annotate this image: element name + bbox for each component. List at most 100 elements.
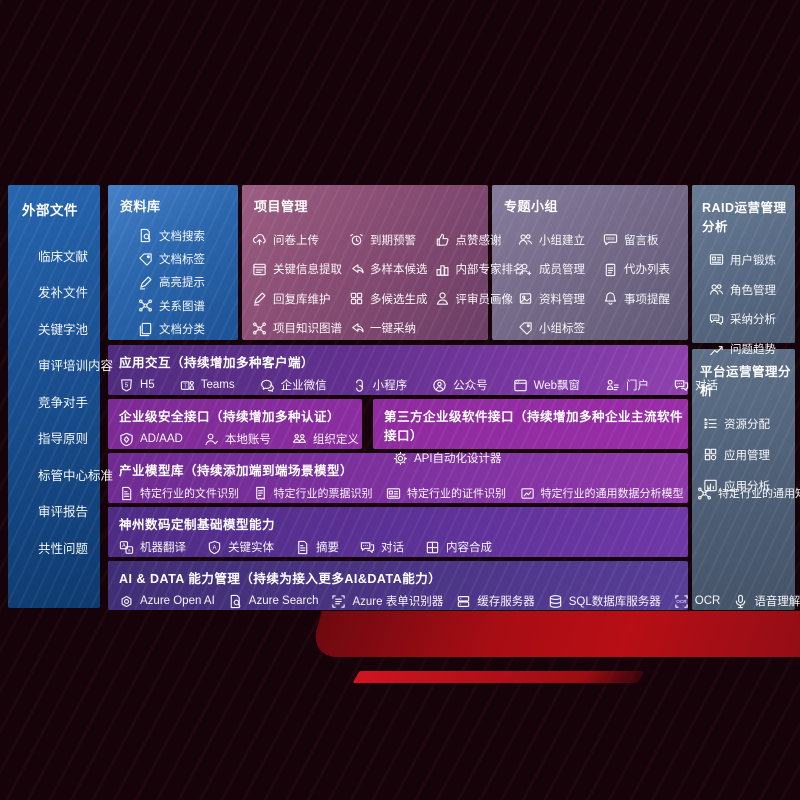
- feature-label: 内部专家排名: [455, 264, 525, 277]
- extract-icon: [252, 262, 267, 277]
- feature-label: 公众号: [453, 380, 488, 392]
- alarm-icon: [349, 232, 364, 247]
- panel-title: RAID运营管理分析: [702, 201, 787, 234]
- feature-label: 关系图谱: [159, 300, 205, 313]
- svg-text:T: T: [183, 383, 187, 389]
- content-compose-icon: [425, 540, 440, 555]
- feature-item: 评审员画像: [435, 284, 525, 314]
- feature-item: 特定行业的文件识别: [119, 485, 239, 501]
- panel-title: 产业模型库（持续添加端到端场景模型）: [119, 464, 354, 478]
- feature-item: 门户: [605, 377, 649, 393]
- feature-label: 资料管理: [539, 293, 585, 306]
- platform-items: 资源分配 应用管理 应用分析: [692, 408, 795, 501]
- feature-item: 发补文件: [8, 274, 100, 311]
- feature-item: 问题趋势: [692, 334, 795, 364]
- feature-item: 竞争对手: [8, 383, 100, 420]
- feature-item: 内部专家排名: [435, 255, 525, 285]
- bell-icon: [603, 291, 618, 306]
- feature-label: 审评报告: [38, 505, 89, 520]
- feature-item: 缓存服务器: [456, 593, 535, 609]
- security-items: AD/AAD 本地账号 组织定义: [108, 425, 362, 447]
- reply-arrow-icon: [349, 262, 364, 277]
- panel-security-interface: 企业级安全接口（持续增加多种认证） AD/AAD 本地账号 组织定义: [108, 399, 362, 449]
- feature-label: API自动化设计器: [414, 453, 502, 465]
- feature-item: 小组标签: [518, 314, 585, 344]
- feature-label: 缓存服务器: [477, 596, 535, 608]
- id-card-icon: [709, 252, 724, 267]
- file-recognition-icon: [119, 486, 134, 501]
- panel-topic-groups: 专题小组 小组建立 成员管理 资料管理 小组标签 BBS 留言板 代办列表 事项提醒: [492, 185, 688, 340]
- feature-label: 特定行业的证件识别: [407, 488, 506, 500]
- feature-label: 竞争对手: [38, 395, 89, 410]
- feature-item: 审评培训内容: [8, 347, 113, 384]
- teams-icon: T: [180, 378, 195, 393]
- feature-label: Web飘窗: [533, 380, 581, 392]
- panel-thirdparty-interface: 第三方企业级软件接口（持续增加多种企业主流软件接口） API自动化设计器: [373, 399, 688, 465]
- panel-title: AI & DATA 能力管理（持续为接入更多AI&DATA能力）: [119, 572, 442, 586]
- feature-label: 指导原则: [38, 432, 89, 447]
- svg-text:A: A: [212, 544, 217, 551]
- feature-label: 代办列表: [624, 264, 670, 277]
- feature-label: 资源分配: [724, 418, 770, 431]
- list-settings-icon: [703, 416, 718, 431]
- feature-item: 资源分配: [692, 408, 795, 439]
- wechat-work-icon: [260, 378, 275, 393]
- feature-item: 摘要: [295, 539, 339, 555]
- svg-text:OCR: OCR: [676, 599, 687, 604]
- feature-label: 标管中心标准: [38, 468, 114, 483]
- interaction-items: 5 H5 T Teams 企业微信 小程序 公众号 Web飘窗 门户 对话: [108, 371, 718, 393]
- feature-label: 留言板: [624, 234, 659, 247]
- feature-item: 项目知识图谱: [252, 314, 342, 344]
- ocr-icon: OCR: [674, 594, 689, 609]
- chat-analysis-icon: QA: [709, 312, 724, 327]
- feature-label: Azure 表单识别器: [352, 596, 444, 608]
- feature-label: 问题趋势: [730, 344, 776, 357]
- tag-icon: [518, 321, 533, 336]
- feature-label: 角色管理: [730, 284, 776, 297]
- feature-label: 摘要: [316, 542, 339, 554]
- form-recognizer-icon: [331, 594, 346, 609]
- entity-shield-icon: A: [207, 540, 222, 555]
- feature-item: Web飘窗: [513, 377, 580, 393]
- feature-label: 评审员画像: [455, 293, 514, 306]
- feature-label: 回复库维护: [273, 293, 331, 306]
- feature-label: 应用分析: [724, 480, 770, 493]
- feature-item: 成员管理: [518, 255, 585, 285]
- feature-label: 事项提醒: [624, 293, 670, 306]
- feature-item: 问卷上传: [252, 225, 342, 255]
- panel-title: 第三方企业级软件接口（持续增加多种企业主流软件接口）: [384, 410, 684, 443]
- portal-user-icon: [605, 378, 620, 393]
- feature-label: 共性问题: [38, 541, 89, 556]
- feature-item: 公众号: [432, 377, 488, 393]
- feature-item: 事项提醒: [603, 284, 670, 314]
- feature-label: 内容合成: [446, 542, 492, 554]
- svg-text:a: a: [128, 547, 131, 552]
- panel-library: 资料库 文档搜索 文档标签 高亮提示 关系图谱 文档分类: [108, 185, 238, 340]
- feature-item: 高亮提示: [108, 271, 238, 294]
- network-icon: [697, 486, 712, 501]
- feature-label: 机器翻译: [140, 542, 186, 554]
- feature-label: 小组标签: [539, 323, 585, 336]
- feature-label: 成员管理: [539, 264, 585, 277]
- shield-diamond-icon: [119, 432, 134, 447]
- project-items: 问卷上传 关键信息提取 回复库维护 项目知识图谱 到期预警 多样本候选 多候选生成 一键采纳 点…: [252, 225, 525, 344]
- panel-title: 外部文件: [22, 203, 78, 218]
- feature-label: 本地账号: [224, 434, 271, 446]
- network-icon: [252, 321, 267, 336]
- feature-label: Azure Open AI: [140, 595, 215, 607]
- app-grid-icon: [703, 447, 718, 462]
- feature-item: 特定行业的证件识别: [386, 485, 506, 501]
- id-card-icon: [386, 486, 401, 501]
- grid-icon: [349, 291, 364, 306]
- feature-label: OCR: [694, 595, 721, 607]
- feature-label: 到期预警: [370, 234, 416, 247]
- browser-window-icon: [513, 378, 528, 393]
- h5-icon: 5: [119, 378, 134, 393]
- mic-icon: [733, 594, 748, 609]
- panel-title: 企业级安全接口（持续增加多种认证）: [119, 410, 341, 424]
- feature-label: 文档分类: [159, 324, 205, 337]
- feature-item: 小程序: [352, 377, 407, 393]
